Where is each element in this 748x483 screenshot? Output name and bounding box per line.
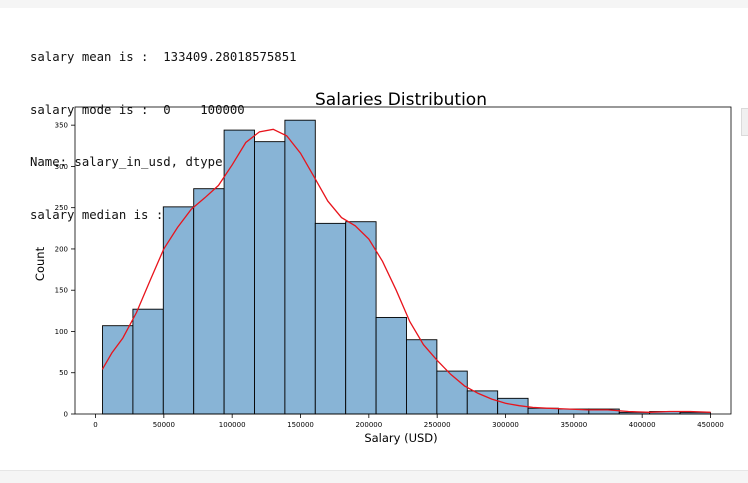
x-tick-label: 350000: [560, 421, 587, 429]
histogram-bar-12: [436, 370, 468, 415]
x-tick-label: 400000: [629, 421, 656, 429]
histogram-bar-7: [284, 119, 316, 415]
x-tick-label: 0: [93, 421, 97, 429]
x-tick-label: 100000: [219, 421, 246, 429]
y-tick-label: 350: [55, 122, 68, 130]
histogram-bar-10: [375, 316, 407, 415]
histogram-bar-8: [314, 222, 347, 415]
side-scroll-tab[interactable]: [741, 108, 748, 136]
y-tick-label: 0: [64, 411, 68, 419]
x-tick-label: 150000: [287, 421, 314, 429]
histogram-bar-13: [466, 390, 499, 415]
x-axis-label: Salary (USD): [364, 431, 437, 445]
cell-output: salary mean is : 133409.28018575851 sala…: [30, 14, 297, 242]
x-tick-label: 300000: [492, 421, 519, 429]
y-tick-label: 250: [55, 204, 68, 212]
x-axis-ticks: 0 50000 100000 150000 200000 250000 300000 3500…: [93, 414, 724, 429]
plot-frame: [74, 106, 732, 415]
cell-bottom-strip: [0, 470, 748, 483]
y-tick-label: 300: [55, 163, 68, 171]
histogram-bar-9: [345, 221, 377, 415]
y-tick-label: 200: [55, 245, 68, 253]
histogram-bar-4: [193, 188, 225, 415]
histogram-bar-6: [254, 141, 286, 415]
salary-histogram-chart: Salaries Distribution Salary (USD) Count…: [33, 90, 732, 445]
y-tick-label: 50: [59, 369, 68, 377]
y-tick-label: 150: [55, 287, 68, 295]
x-tick-label: 250000: [424, 421, 451, 429]
output-line-mean: salary mean is : 133409.28018575851: [30, 50, 297, 64]
x-tick-label: 450000: [697, 421, 724, 429]
kde-curve: [101, 128, 711, 413]
histogram-bar-2: [132, 308, 164, 415]
y-tick-label: 100: [55, 328, 68, 336]
histogram-bars: [102, 119, 711, 415]
histogram-bar-5: [223, 129, 255, 415]
output-line-mode: salary mode is : 0 100000: [30, 102, 245, 117]
cell-top-strip: [0, 0, 748, 8]
histogram-bar-1: [102, 325, 134, 415]
chart-title: Salaries Distribution: [315, 90, 487, 110]
histogram-bar-11: [406, 339, 438, 415]
y-axis-label: Count: [33, 246, 47, 281]
histogram-bar-3: [162, 206, 195, 415]
y-axis-ticks: 0 50 100 150 200 250 300 350: [55, 122, 75, 419]
x-tick-label: 50000: [153, 421, 175, 429]
x-tick-label: 200000: [355, 421, 382, 429]
